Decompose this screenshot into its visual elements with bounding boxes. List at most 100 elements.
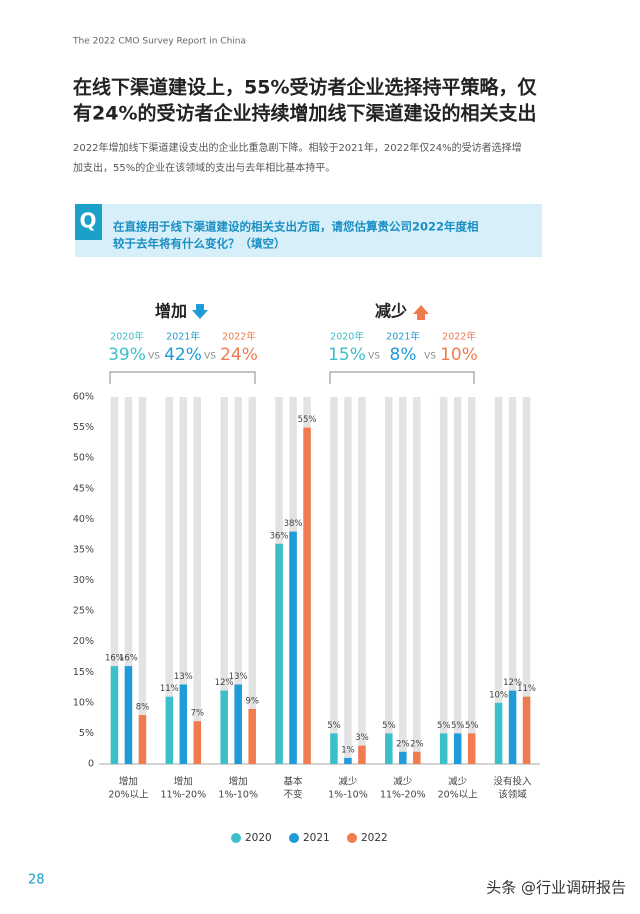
bar-background: [413, 397, 421, 764]
value-label: 55%: [298, 415, 317, 425]
legend-swatch: [347, 833, 357, 843]
bar-background: [124, 397, 133, 764]
y-tick-label: 45%: [73, 483, 94, 494]
bar: [399, 751, 407, 764]
bar-background: [399, 397, 407, 764]
x-tick-label: 增加: [119, 776, 138, 788]
y-tick-label: 30%: [73, 575, 94, 586]
bar: [358, 745, 366, 764]
y-tick-label: 25%: [73, 606, 94, 617]
x-tick-label: 不变: [284, 789, 304, 801]
bar: [110, 666, 119, 764]
down-arrow: [192, 304, 208, 319]
value-label: 11%: [160, 684, 179, 694]
y-tick-label: 0: [88, 759, 94, 770]
value-label: 38%: [284, 519, 303, 529]
summary-vs: VS: [148, 352, 160, 362]
summary-label: 减少: [375, 302, 407, 321]
page-number: 28: [28, 873, 45, 888]
question-mark: Q: [79, 209, 96, 233]
legend-label: 2022: [361, 832, 388, 844]
bar: [467, 733, 476, 764]
bar-background: [439, 397, 448, 764]
x-tick-label: 20%以上: [438, 790, 479, 801]
bracket: [109, 371, 475, 384]
value-label: 12%: [215, 678, 234, 688]
summary-year: 2020年: [330, 331, 364, 343]
y-tick-label: 60%: [73, 392, 94, 403]
summary-year: 2022年: [442, 331, 476, 343]
bar-background: [453, 397, 462, 764]
bar: [220, 690, 228, 764]
bar: [508, 690, 517, 764]
watermark: 头条 @行业调研报告: [486, 879, 626, 897]
summary-value: 15%: [328, 345, 366, 365]
value-label: 11%: [517, 684, 536, 694]
bar: [248, 708, 256, 764]
x-tick-label: 1%-10%: [328, 790, 368, 801]
y-tick-label: 20%: [73, 636, 94, 647]
x-tick-label: 20%以上: [108, 790, 149, 801]
bar-background: [138, 397, 147, 764]
bar: [522, 696, 531, 764]
legend-label: 2020: [245, 832, 272, 844]
value-label: 2%: [410, 739, 424, 749]
report-header: The 2022 CMO Survey Report in China: [72, 37, 246, 47]
value-label: 5%: [465, 721, 479, 731]
x-tick-label: 11%-20%: [160, 790, 206, 801]
summary-vs: VS: [424, 352, 436, 362]
value-label: 13%: [229, 672, 248, 682]
bar-background: [494, 397, 503, 764]
bar: [330, 733, 338, 764]
bar: [439, 733, 448, 764]
bar: [124, 666, 133, 764]
value-label: 1%: [341, 745, 355, 755]
value-label: 2%: [396, 739, 410, 749]
value-label: 12%: [503, 678, 522, 688]
bar: [234, 684, 242, 764]
x-tick-label: 没有投入: [494, 776, 533, 788]
bar: [193, 721, 202, 764]
up-arrow: [413, 305, 429, 320]
title-line: 有24%的受访者企业持续增加线下渠道建设的相关支出: [73, 102, 536, 125]
y-tick-label: 5%: [79, 728, 94, 739]
value-label: 16%: [105, 654, 124, 664]
y-tick-label: 10%: [73, 697, 94, 708]
x-tick-label: 11%-20%: [380, 790, 426, 801]
bar-background: [248, 397, 256, 764]
value-label: 8%: [136, 703, 150, 713]
bar-background: [344, 397, 352, 764]
x-tick-label: 该领域: [498, 789, 527, 801]
legend-swatch: [289, 833, 299, 843]
bar-background: [385, 397, 393, 764]
bar-background: [110, 397, 119, 764]
legend-label: 2021: [303, 832, 330, 844]
bar-background: [165, 397, 174, 764]
summary-value: 10%: [440, 345, 478, 365]
bar: [494, 702, 503, 764]
value-label: 3%: [355, 733, 369, 743]
summary-value: 24%: [220, 345, 258, 365]
bar-background: [220, 397, 228, 764]
value-label: 13%: [174, 672, 193, 682]
value-label: 7%: [191, 709, 205, 719]
bar: [165, 696, 174, 764]
y-tick-label: 35%: [73, 544, 94, 555]
value-label: 16%: [119, 654, 138, 664]
title-line: 在线下渠道建设上，55%受访者企业选择持平策略，仅: [73, 76, 537, 99]
x-tick-label: 基本: [284, 776, 304, 788]
bar: [275, 543, 283, 764]
bar: [138, 715, 147, 764]
paragraph-line: 2022年增加线下渠道建设支出的企业比重急剧下降。相较于2021年，2022年仅…: [73, 141, 522, 154]
summary-label: 增加: [155, 302, 187, 321]
x-tick-label: 减少: [448, 776, 468, 788]
bar-background: [467, 397, 476, 764]
bar-background: [193, 397, 202, 764]
x-tick-label: 1%-10%: [218, 790, 258, 801]
summary-year: 2022年: [222, 331, 256, 343]
bar-background: [358, 397, 366, 764]
x-tick-label: 增加: [229, 776, 248, 788]
summary-year: 2021年: [386, 331, 420, 343]
x-tick-label: 增加: [174, 776, 193, 788]
